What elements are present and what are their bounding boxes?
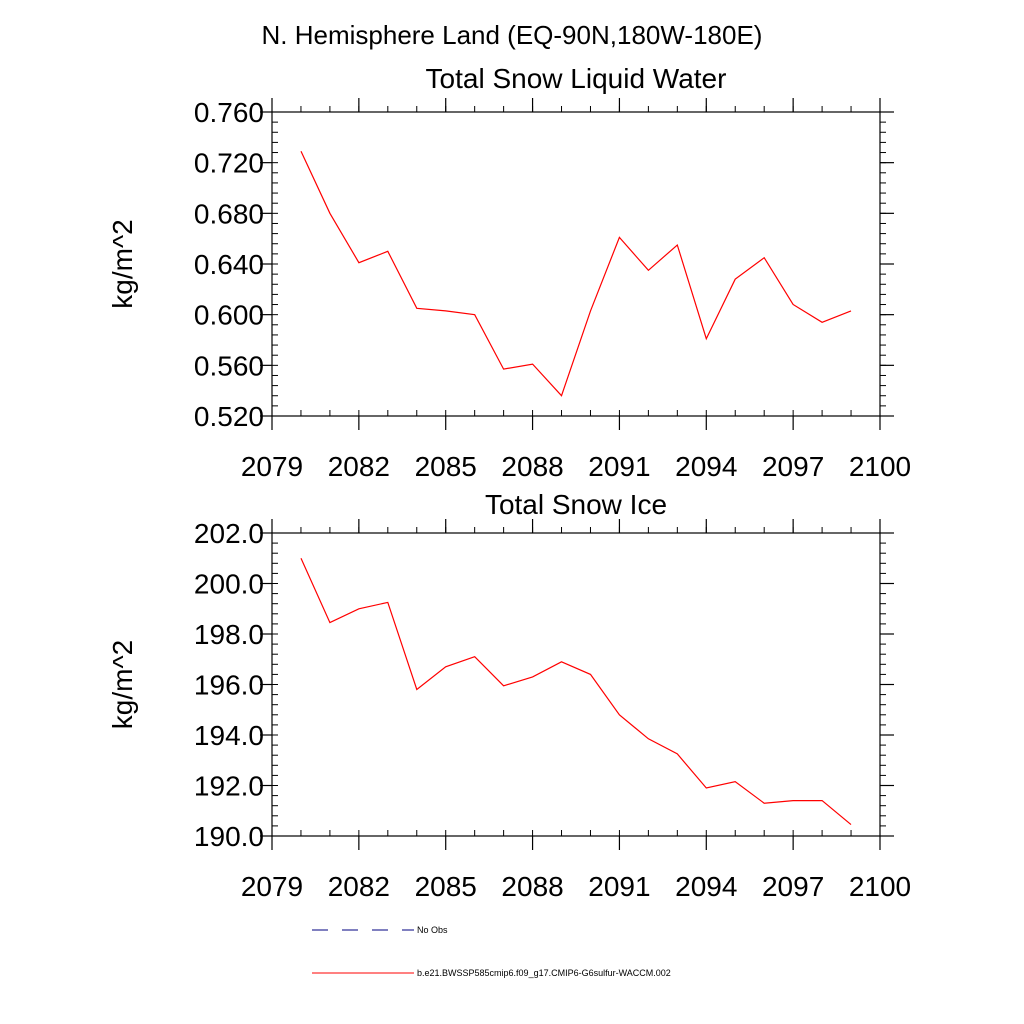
x-tick-label: 2088 xyxy=(501,451,563,482)
x-tick-label: 2100 xyxy=(849,871,911,902)
y-tick-label: 202.0 xyxy=(194,518,264,549)
x-tick-label: 2082 xyxy=(328,871,390,902)
plot-frame xyxy=(271,532,881,837)
series-line xyxy=(300,558,852,826)
x-tick-label: 2091 xyxy=(588,871,650,902)
x-tick-label: 2091 xyxy=(588,451,650,482)
y-tick-label: 192.0 xyxy=(194,771,264,802)
x-tick-label: 2097 xyxy=(762,871,824,902)
legend-obs-label: No Obs xyxy=(417,925,448,935)
x-tick-label: 2085 xyxy=(415,451,477,482)
x-tick-label: 2094 xyxy=(675,871,737,902)
y-tick-label: 0.760 xyxy=(194,97,264,128)
page-title: N. Hemisphere Land (EQ-90N,180W-180E) xyxy=(262,20,763,50)
x-tick-label: 2079 xyxy=(241,871,303,902)
y-tick-label: 0.600 xyxy=(194,300,264,331)
plot-frame xyxy=(271,111,881,417)
x-tick-label: 2100 xyxy=(849,451,911,482)
chart-title: Total Snow Ice xyxy=(485,489,667,520)
y-axis-label: kg/m^2 xyxy=(107,640,138,729)
x-tick-label: 2079 xyxy=(241,451,303,482)
series-line xyxy=(300,151,852,397)
y-tick-label: 0.640 xyxy=(194,249,264,280)
legend: No Obs b.e21.BWSSP585cmip6.f09_g17.CMIP6… xyxy=(312,925,671,978)
chart-title: Total Snow Liquid Water xyxy=(426,63,727,94)
x-tick-label: 2088 xyxy=(501,871,563,902)
x-tick-label: 2097 xyxy=(762,451,824,482)
y-tick-label: 0.720 xyxy=(194,148,264,179)
legend-model-label: b.e21.BWSSP585cmip6.f09_g17.CMIP6-G6sulf… xyxy=(417,968,671,978)
x-tick-label: 2085 xyxy=(415,871,477,902)
chart-panel-snow-liquid-water: Total Snow Liquid Water 0.520 0.560 0.600 0.… xyxy=(107,63,911,482)
x-tick-label: 2094 xyxy=(675,451,737,482)
y-tick-label: 198.0 xyxy=(194,619,264,650)
y-tick-label: 0.520 xyxy=(194,401,264,432)
y-tick-label: 0.680 xyxy=(194,198,264,229)
y-tick-label: 200.0 xyxy=(194,569,264,600)
y-tick-label: 190.0 xyxy=(194,821,264,852)
y-tick-label: 196.0 xyxy=(194,670,264,701)
y-tick-label: 194.0 xyxy=(194,720,264,751)
chart-panel-snow-ice: Total Snow Ice 190.0 192.0 194.0 196.0 198.0 2… xyxy=(107,489,911,902)
y-axis-label: kg/m^2 xyxy=(107,219,138,308)
x-tick-label: 2082 xyxy=(328,451,390,482)
y-tick-label: 0.560 xyxy=(194,350,264,381)
